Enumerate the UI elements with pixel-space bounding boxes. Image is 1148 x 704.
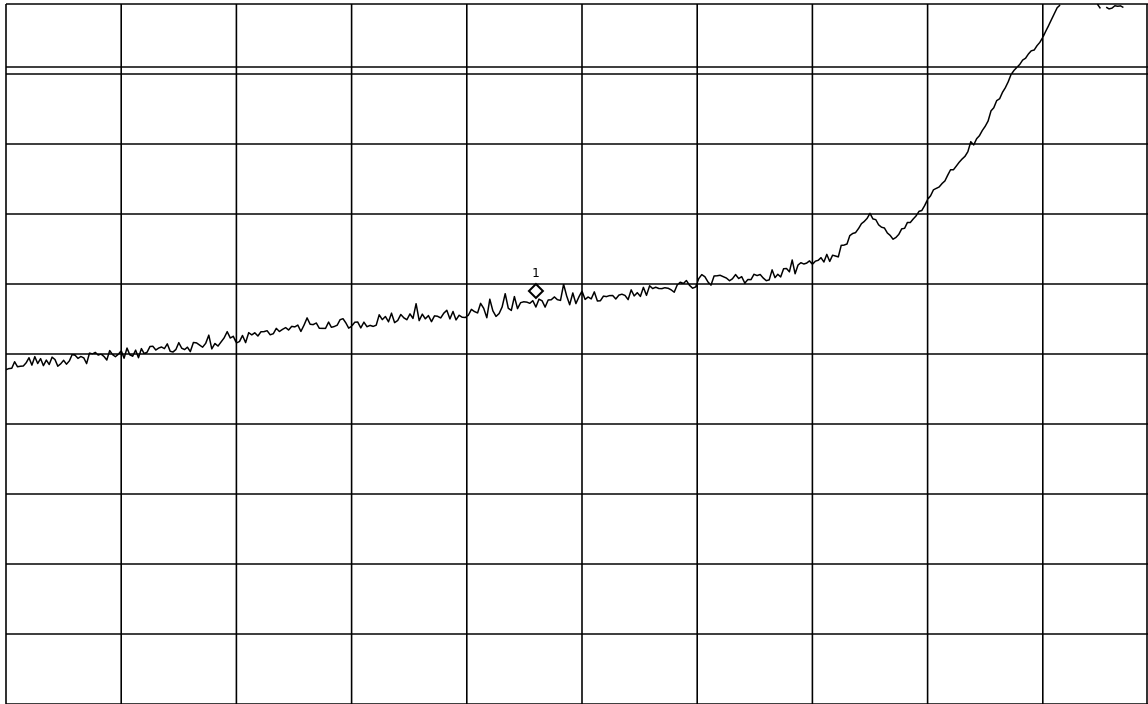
trace-line	[5, 3, 1124, 371]
grid	[5, 3, 1148, 704]
marker-diamond-icon	[527, 282, 545, 300]
marker-label: 1	[532, 266, 540, 280]
marker-group: 1	[527, 266, 545, 300]
